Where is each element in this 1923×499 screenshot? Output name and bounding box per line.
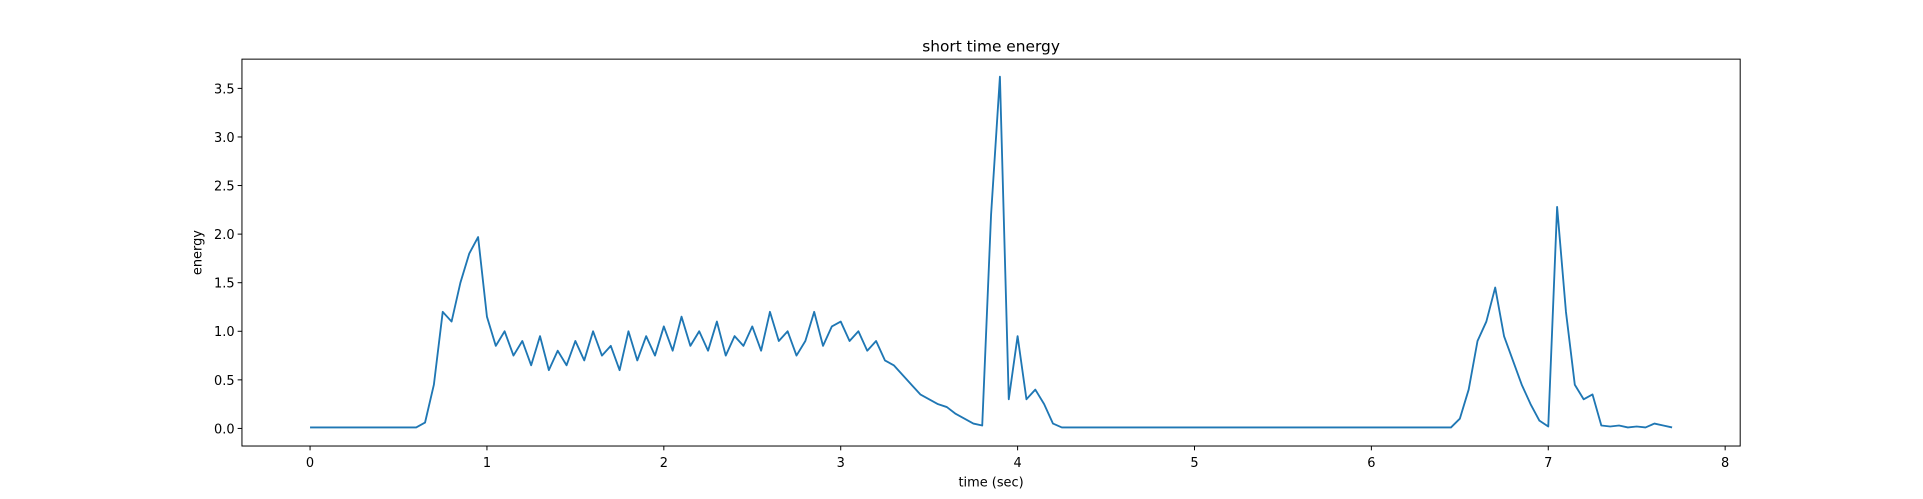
x-tick-label: 0: [306, 456, 314, 471]
x-tick-label: 5: [1190, 456, 1198, 471]
x-tick-label: 2: [660, 456, 668, 471]
y-tick-label: 0.5: [214, 374, 235, 389]
x-tick-label: 7: [1544, 456, 1552, 471]
y-tick-label: 3.0: [214, 131, 235, 146]
x-axis-label: time (sec): [958, 476, 1023, 491]
x-tick-label: 6: [1367, 456, 1375, 471]
x-tick-label: 3: [837, 456, 845, 471]
y-axis-label: energy: [190, 230, 205, 275]
data-line: [310, 75, 1673, 429]
y-tick-label: 1.0: [214, 325, 235, 340]
y-tick-label: 3.5: [214, 82, 235, 97]
x-tick-label: 8: [1721, 456, 1729, 471]
y-tick-label: 0.0: [214, 422, 235, 437]
x-tick-label: 4: [1013, 456, 1021, 471]
chart-title: short time energy: [922, 38, 1060, 56]
x-tick-label: 1: [483, 456, 491, 471]
plot-frame: [241, 58, 1741, 447]
y-tick-label: 1.5: [214, 277, 235, 292]
y-tick-label: 2.5: [214, 179, 235, 194]
y-tick-label: 2.0: [214, 228, 235, 243]
